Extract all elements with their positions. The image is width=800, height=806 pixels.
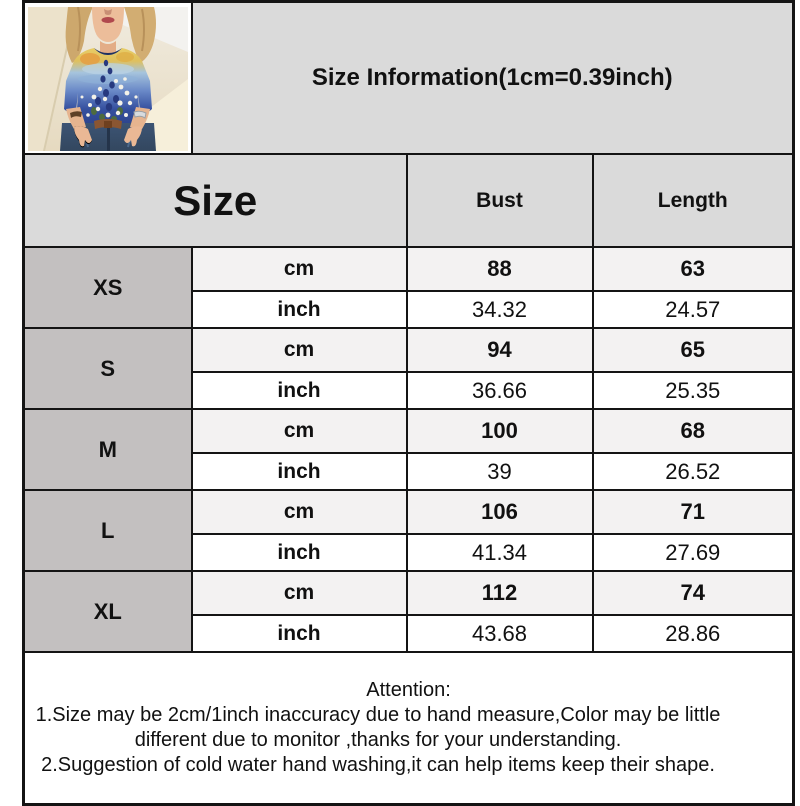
table-row-xl-cm: XL cm 112 74 xyxy=(22,570,795,653)
model-arms-hands xyxy=(65,107,150,148)
s-bust-cm: 94 xyxy=(405,327,594,373)
xs-length-inch: 24.57 xyxy=(591,290,795,329)
size-label-s: S xyxy=(22,327,193,410)
product-photo-cell xyxy=(22,0,193,155)
l-length-cm: 71 xyxy=(591,489,795,535)
table-row-xl-inch: inch 43.68 28.86 xyxy=(24,614,795,653)
size-label-m: M xyxy=(22,408,193,491)
model-shirt xyxy=(63,48,152,130)
l-bust-cm: 106 xyxy=(405,489,594,535)
watch xyxy=(133,110,147,119)
l-bust-inch: 41.34 xyxy=(405,533,594,572)
attention-row: Attention: 1.Size may be 2cm/1inch inacc… xyxy=(22,651,795,806)
s-length-cm: 65 xyxy=(591,327,795,373)
xs-bust-inch: 34.32 xyxy=(405,290,594,329)
xs-length-cm: 63 xyxy=(591,246,795,292)
product-photo xyxy=(27,7,188,151)
unit-label-inch: inch xyxy=(190,371,408,410)
bust-column-header: Bust xyxy=(405,153,594,248)
size-label-l: L xyxy=(22,489,193,572)
attention-heading: Attention: xyxy=(366,679,451,701)
size-chart-table: Size Information(1cm=0.39inch) Size Bust… xyxy=(22,0,796,806)
l-length-inch: 27.69 xyxy=(591,533,795,572)
table-row-s-cm: S cm 94 65 xyxy=(22,327,795,410)
unit-label-cm: cm xyxy=(190,489,408,535)
size-column-header: Size xyxy=(22,153,408,248)
size-information-title-cell: Size Information(1cm=0.39inch) xyxy=(190,0,795,155)
table-row-xs-cm: XS cm 88 63 xyxy=(22,246,795,329)
size-chart-sheet: Size Information(1cm=0.39inch) Size Bust… xyxy=(22,0,796,806)
unit-label-inch: inch xyxy=(190,290,408,329)
model-face xyxy=(91,7,124,53)
model-hair xyxy=(65,7,156,63)
attention-note-2: 2.Suggestion of cold water hand washing,… xyxy=(41,754,715,776)
size-label-xs: XS xyxy=(22,246,193,329)
header-row: Size Bust Length xyxy=(22,153,795,248)
m-bust-cm: 100 xyxy=(405,408,594,454)
xl-bust-cm: 112 xyxy=(405,570,594,616)
table-row-l-inch: inch 41.34 27.69 xyxy=(24,533,795,572)
s-bust-inch: 36.66 xyxy=(405,371,594,410)
xs-bust-cm: 88 xyxy=(405,246,594,292)
unit-label-inch: inch xyxy=(190,533,408,572)
unit-label-cm: cm xyxy=(190,327,408,373)
m-bust-inch: 39 xyxy=(405,452,594,491)
table-row-m-cm: M cm 100 68 xyxy=(22,408,795,491)
table-row-m-inch: inch 39 26.52 xyxy=(24,452,795,491)
page-title: Size Information(1cm=0.39inch) xyxy=(311,64,673,91)
xl-length-inch: 28.86 xyxy=(591,614,795,653)
table-row-s-inch: inch 36.66 25.35 xyxy=(24,371,795,410)
bracelet xyxy=(69,111,82,118)
unit-label-cm: cm xyxy=(190,246,408,292)
table-row-xs-inch: inch 34.32 24.57 xyxy=(24,290,795,329)
shirt-flower-print xyxy=(80,59,138,122)
attention-note-cell: Attention: 1.Size may be 2cm/1inch inacc… xyxy=(22,651,795,806)
unit-label-inch: inch xyxy=(190,452,408,491)
xl-length-cm: 74 xyxy=(591,570,795,616)
unit-label-inch: inch xyxy=(190,614,408,653)
size-label-xl: XL xyxy=(22,570,193,653)
s-length-inch: 25.35 xyxy=(591,371,795,410)
top-row: Size Information(1cm=0.39inch) xyxy=(22,0,795,155)
table-row-l-cm: L cm 106 71 xyxy=(22,489,795,572)
m-length-cm: 68 xyxy=(591,408,795,454)
xl-bust-inch: 43.68 xyxy=(405,614,594,653)
length-column-header: Length xyxy=(591,153,795,248)
m-length-inch: 26.52 xyxy=(591,452,795,491)
attention-note-1: 1.Size may be 2cm/1inch inaccuracy due t… xyxy=(35,704,721,751)
unit-label-cm: cm xyxy=(190,570,408,616)
unit-label-cm: cm xyxy=(190,408,408,454)
